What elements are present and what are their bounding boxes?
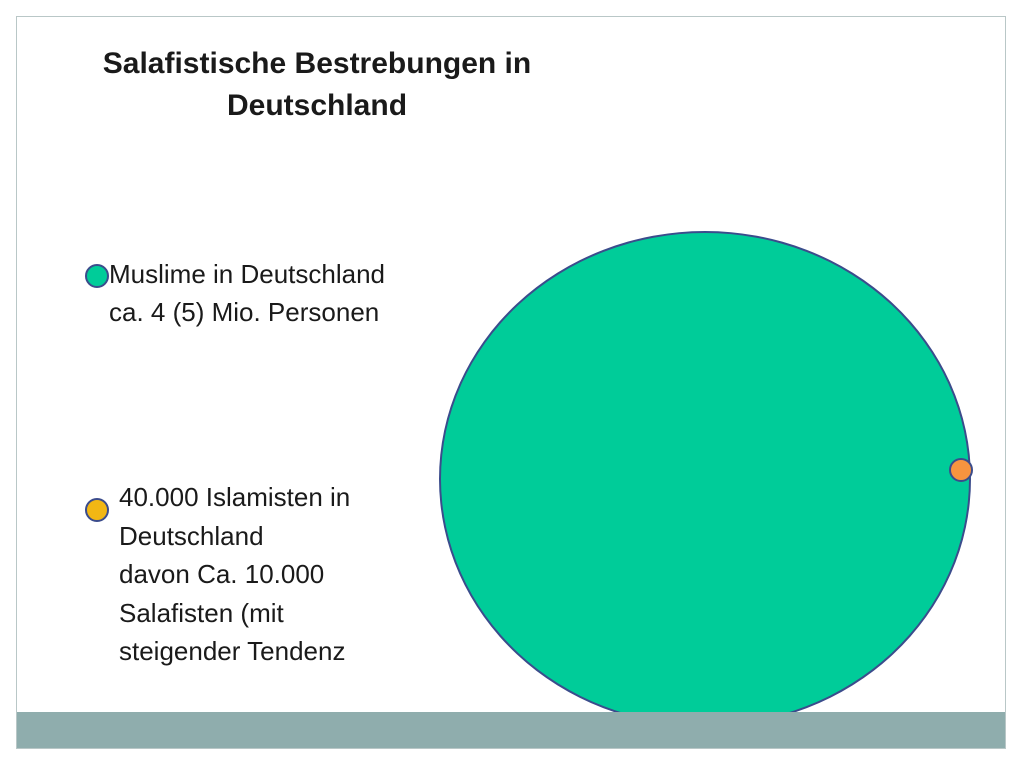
islamists-legend-dot: [85, 498, 109, 522]
muslims-circle: [439, 231, 971, 727]
muslims-legend-dot: [85, 264, 109, 288]
islamists-legend-line-1: 40.000 Islamisten in: [119, 482, 351, 512]
muslims-legend-text: Muslime in Deutschland ca. 4 (5) Mio. Pe…: [109, 255, 385, 331]
islamists-legend-line-2: Deutschland: [119, 520, 264, 551]
footer-bar: [17, 712, 1005, 748]
islamists-legend-line-4: Salafisten (mit: [119, 597, 284, 628]
salafists-dot: [949, 458, 973, 482]
islamists-legend-text: 40.000 Islamisten in Deutschland davon C…: [119, 478, 350, 671]
islamists-legend-line-5: steigender Tendenz: [119, 636, 346, 666]
slide-title: Salafistische Bestrebungen in Deutschlan…: [102, 47, 532, 122]
muslims-legend-line-2: ca. 4 (5) Mio. Personen: [109, 297, 380, 327]
slide: Salafistische Bestrebungen in Deutschlan…: [16, 16, 1006, 749]
islamists-legend-line-3: davon Ca. 10.000: [119, 559, 325, 589]
muslims-legend-line-1: Muslime in Deutschland: [109, 259, 386, 289]
